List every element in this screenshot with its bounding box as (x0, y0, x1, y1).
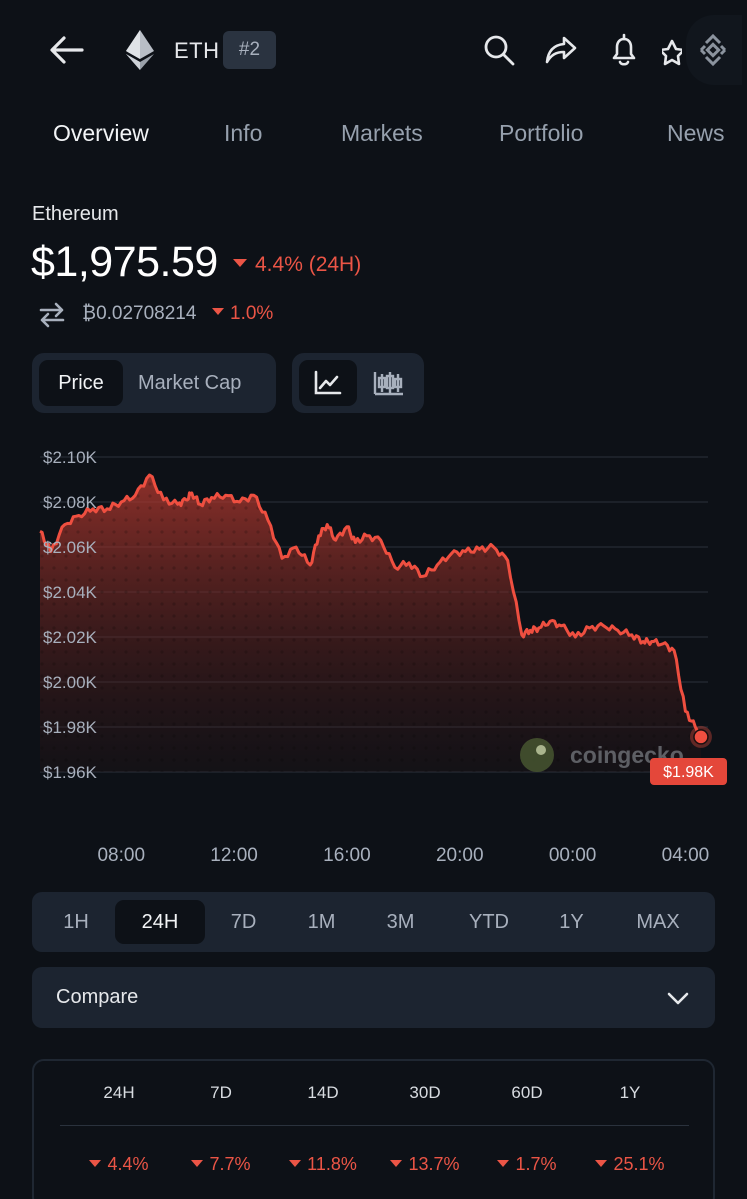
y-tick-label: $2.08K (43, 493, 98, 512)
perf-header-60d: 60D (511, 1083, 543, 1102)
range-24h[interactable]: 24H (115, 900, 205, 944)
price-change-value: 4.4% (24H) (255, 253, 362, 276)
down-triangle-icon (595, 1159, 608, 1167)
gecko-logo-icon (520, 738, 554, 772)
share-icon[interactable] (542, 31, 580, 69)
coin-name: Ethereum (32, 203, 119, 225)
star-icon[interactable] (662, 31, 682, 69)
perf-value-text: 11.8% (307, 1154, 357, 1174)
y-tick-label: $2.06K (43, 538, 98, 557)
range-7d[interactable]: 7D (230, 911, 257, 933)
x-tick-label: 04:00 (662, 845, 710, 866)
top-bar: ETH #2 (0, 0, 747, 100)
perf-header-7d: 7D (210, 1083, 232, 1102)
down-triangle-icon (89, 1159, 102, 1167)
section-tabs: Overview Info Markets Portfolio News (0, 110, 747, 160)
tab-news[interactable]: News (667, 120, 725, 146)
perf-value-1y: 25.1% (575, 1154, 685, 1175)
candlestick-chart-icon (373, 372, 403, 396)
range-1y[interactable]: 1Y (559, 911, 584, 933)
perf-header-24h: 24H (103, 1083, 135, 1102)
down-triangle-icon (390, 1159, 403, 1167)
range-1h[interactable]: 1H (63, 911, 89, 933)
coin-symbol: ETH (174, 38, 220, 63)
perf-value-14d: 11.8% (268, 1154, 378, 1175)
x-tick-label: 20:00 (436, 845, 484, 866)
tab-overview[interactable]: Overview (53, 120, 149, 146)
range-max[interactable]: MAX (636, 911, 680, 933)
perf-value-24h: 4.4% (64, 1154, 174, 1175)
current-price-label: $1.98K (663, 764, 714, 781)
market-cap-toggle-button[interactable]: Market Cap (138, 372, 242, 394)
price-mcap-toggle: Price Market Cap (32, 353, 276, 413)
binance-button[interactable] (686, 15, 742, 85)
chevron-down-icon (667, 992, 689, 1005)
down-triangle-icon (191, 1159, 204, 1167)
down-triangle-icon (289, 1159, 302, 1167)
candlestick-chart-button[interactable] (362, 360, 417, 406)
range-1m[interactable]: 1M (307, 911, 336, 933)
price-change-24h: 4.4% (24H) (233, 253, 361, 277)
y-tick-label: $2.04K (43, 583, 98, 602)
ethereum-logo-icon (126, 30, 154, 70)
perf-value-text: 25.1% (613, 1154, 665, 1174)
time-range-selector: 1H 24H 7D 1M 3M YTD 1Y MAX (32, 892, 715, 952)
btc-price: ₿0.02708214 (82, 303, 197, 324)
perf-header-14d: 14D (307, 1083, 339, 1102)
y-tick-label: $2.00K (43, 673, 98, 692)
range-3m[interactable]: 3M (386, 911, 415, 933)
tab-portfolio[interactable]: Portfolio (499, 120, 584, 146)
perf-value-text: 7.7% (209, 1154, 251, 1174)
current-price-dot (693, 729, 709, 745)
tab-markets[interactable]: Markets (341, 120, 423, 146)
down-triangle-icon (497, 1159, 510, 1167)
chart-type-toggle (292, 353, 424, 413)
price-line (39, 473, 703, 738)
y-tick-label: $1.96K (43, 763, 98, 782)
btc-change: 1.0% (212, 303, 273, 325)
line-chart-icon (314, 370, 342, 395)
current-price: $1,975.59 (31, 238, 218, 286)
perf-value-text: 4.4% (107, 1154, 149, 1174)
price-chart[interactable]: $2.10K $2.08K $2.06K $2.04K $2.02K $2.00K $1.9… (0, 430, 747, 880)
compare-dropdown[interactable]: Compare (32, 967, 715, 1028)
perf-value-30d: 13.7% (370, 1154, 480, 1175)
price-chart-svg: $2.10K $2.08K $2.06K $2.04K $2.02K $2.00K $1.9… (39, 448, 727, 866)
down-triangle-icon (212, 308, 224, 316)
search-icon[interactable] (480, 31, 518, 69)
compare-label: Compare (56, 986, 139, 1008)
rank-badge: #2 (223, 31, 276, 69)
y-tick-label: $1.98K (43, 718, 98, 737)
line-chart-button[interactable] (299, 360, 357, 406)
perf-divider (60, 1125, 689, 1126)
gecko-eye (536, 745, 546, 755)
y-tick-label: $2.02K (43, 628, 98, 647)
current-price-label-bg (650, 758, 727, 785)
binance-icon (699, 33, 727, 67)
x-tick-label: 00:00 (549, 845, 597, 866)
perf-value-text: 1.7% (515, 1154, 557, 1174)
price-area-pattern (40, 475, 701, 772)
bell-icon[interactable] (605, 31, 643, 69)
swap-arrows-icon (39, 302, 65, 328)
y-tick-label: $2.10K (43, 448, 98, 467)
perf-value-text: 13.7% (408, 1154, 460, 1174)
range-ytd[interactable]: YTD (469, 911, 509, 933)
btc-change-value: 1.0% (230, 303, 274, 324)
perf-header-30d: 30D (409, 1083, 441, 1102)
perf-header-1y: 1Y (619, 1083, 641, 1102)
x-tick-label: 16:00 (323, 845, 371, 866)
perf-value-60d: 1.7% (472, 1154, 582, 1175)
back-arrow-icon[interactable] (46, 30, 86, 70)
perf-value-7d: 7.7% (166, 1154, 276, 1175)
down-triangle-icon (233, 259, 247, 268)
price-toggle-button[interactable]: Price (39, 360, 123, 406)
x-tick-label: 12:00 (210, 845, 258, 866)
x-tick-label: 08:00 (97, 845, 145, 866)
tab-info[interactable]: Info (224, 120, 263, 146)
performance-table: 24H 7D 14D 30D 60D 1Y 4.4% 7.7% 11.8% 13… (32, 1059, 715, 1199)
